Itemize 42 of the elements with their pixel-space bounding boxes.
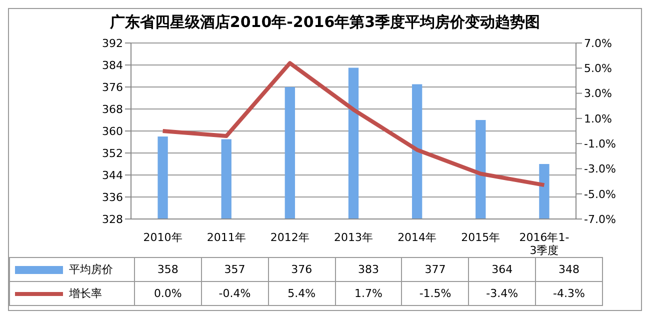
- y-tick-label: 368: [102, 102, 123, 116]
- data-label: 5.4%: [268, 282, 336, 306]
- y-tick-label: 336: [102, 190, 123, 204]
- data-label: 1.7%: [335, 282, 402, 306]
- data-label: 364: [468, 258, 536, 282]
- y2-tick-label: -5.0%: [584, 188, 616, 201]
- data-label: -4.3%: [536, 282, 602, 306]
- data-label: 376: [268, 258, 336, 282]
- x-tick-label: 2013年: [334, 231, 373, 244]
- y-tick-label: 328: [102, 212, 123, 226]
- data-label: 358: [134, 258, 202, 282]
- data-label: -0.4%: [201, 282, 268, 306]
- legend-label: 平均房价: [10, 258, 134, 282]
- y2-tick-label: 7.0%: [584, 36, 612, 50]
- line-series: [160, 61, 546, 188]
- y2-tick-label: 5.0%: [584, 62, 612, 76]
- data-label: 357: [201, 258, 268, 282]
- y2-tick-label: 3.0%: [584, 87, 612, 100]
- y2-tick-label: -3.0%: [584, 162, 616, 176]
- y2-tick-label: -1.0%: [584, 137, 616, 150]
- x-tick-label: 2015年: [461, 231, 500, 244]
- chart-title: 广东省四星级酒店2010年-2016年第3季度平均房价变动趋势图: [108, 12, 542, 33]
- data-label: -1.5%: [402, 282, 469, 306]
- y-tick-label: 392: [102, 36, 123, 50]
- data-label: 383: [335, 258, 402, 282]
- data-label: 348: [536, 258, 602, 282]
- x-tick-label: 2014年: [398, 231, 437, 244]
- y-tick-label: 344: [102, 168, 123, 182]
- legend-label: 增长率: [10, 282, 134, 306]
- y2-tick-label: 1.0%: [584, 112, 612, 126]
- data-label: 0.0%: [134, 282, 202, 306]
- y-tick-label: 384: [102, 58, 123, 72]
- y-tick-label: 352: [102, 146, 123, 160]
- y2-tick-label: -7.0%: [584, 212, 616, 226]
- x-tick-label: 2016年1-3季度: [519, 231, 570, 257]
- x-tick-label: 2011年: [206, 231, 246, 244]
- y-tick-label: 360: [102, 124, 123, 138]
- y-tick-label: 376: [102, 80, 123, 94]
- x-tick-label: 2010年: [143, 231, 182, 244]
- data-label: 377: [402, 258, 469, 282]
- x-tick-label: 2012年: [270, 231, 310, 244]
- data-label: -3.4%: [468, 282, 536, 306]
